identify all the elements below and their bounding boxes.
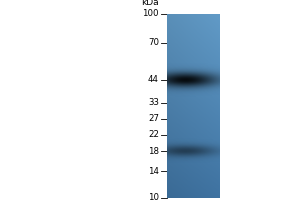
Text: 70: 70 (148, 38, 159, 47)
Text: 100: 100 (142, 9, 159, 19)
Text: 27: 27 (148, 114, 159, 123)
Text: 33: 33 (148, 98, 159, 107)
Text: 10: 10 (148, 194, 159, 200)
Text: kDa: kDa (141, 0, 159, 7)
Text: 14: 14 (148, 167, 159, 176)
Text: 44: 44 (148, 75, 159, 84)
Text: 22: 22 (148, 130, 159, 139)
Text: 18: 18 (148, 147, 159, 156)
